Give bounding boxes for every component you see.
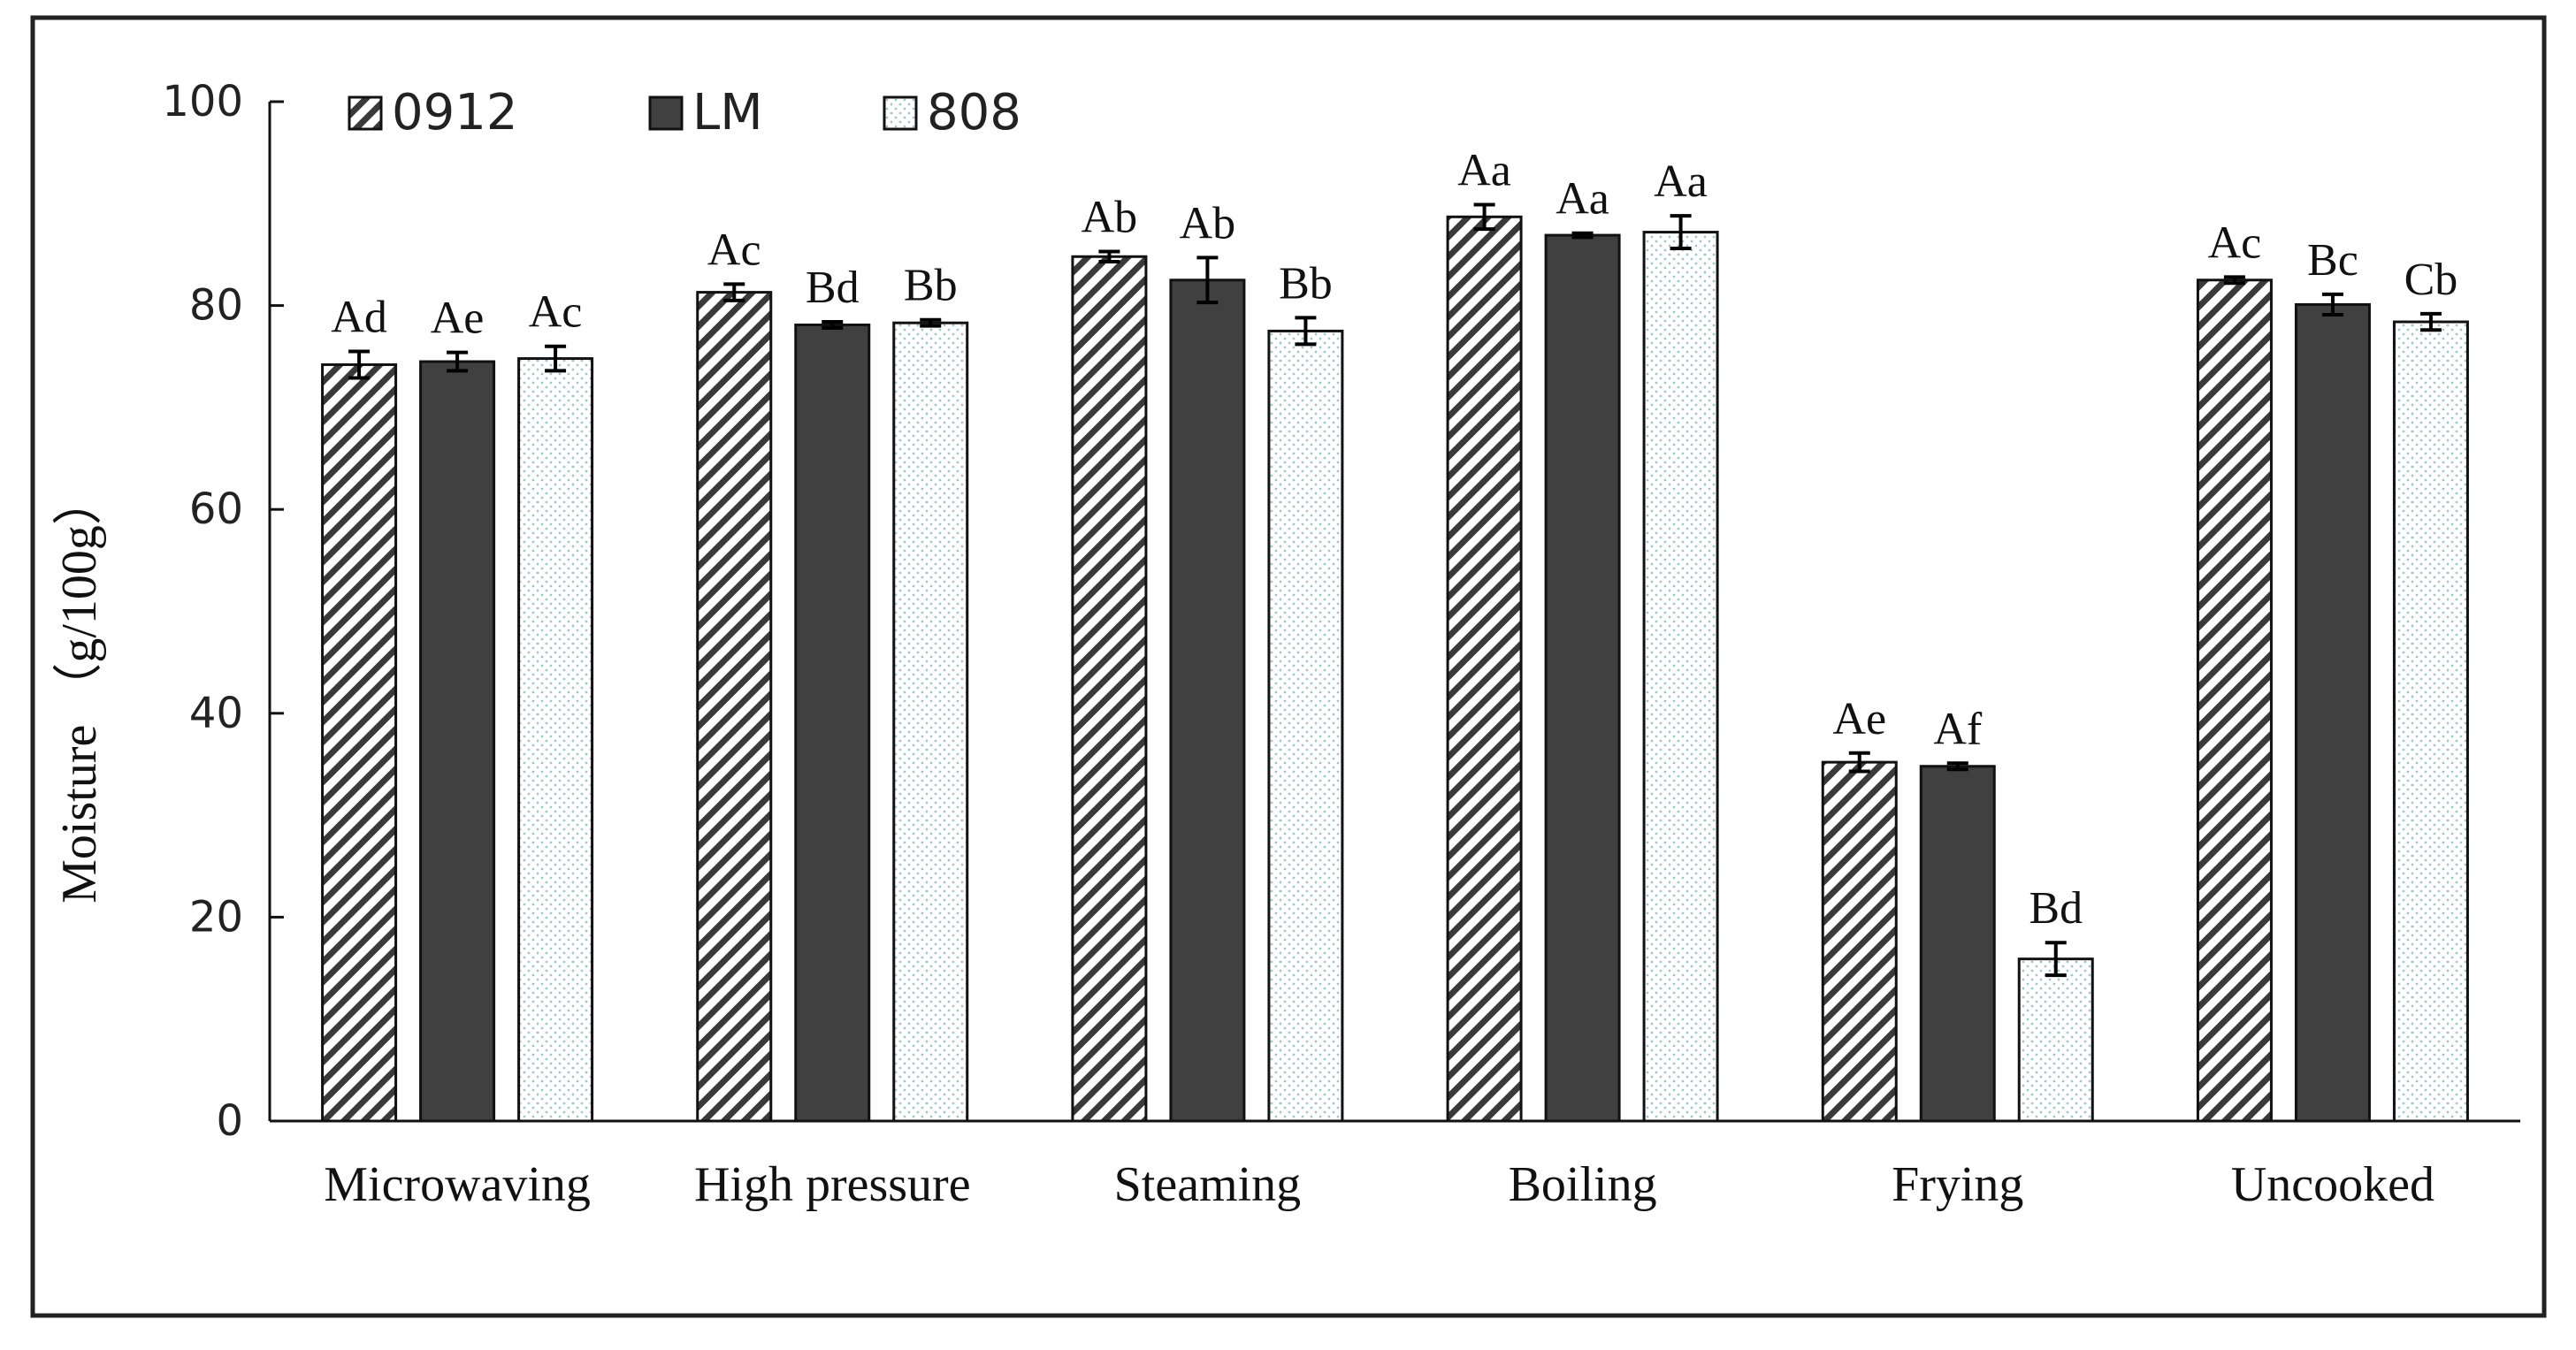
- x-category-label: Uncooked: [2231, 1157, 2435, 1212]
- bar-808-5: [2392, 320, 2469, 1123]
- y-tick-label-60: 60: [189, 484, 243, 534]
- significance-label: Ae: [1832, 694, 1886, 744]
- y-tick-label-40: 40: [189, 689, 243, 738]
- axes: 0 20 40 60 80 100 Microwaving High pressure Stea…: [162, 77, 2520, 1212]
- bar-LM-1: [794, 324, 871, 1123]
- bar-808-3: [1642, 231, 1719, 1123]
- significance-label: Ac: [529, 287, 583, 338]
- significance-label: Ad: [331, 292, 387, 342]
- legend-swatch-LM: [648, 95, 684, 131]
- legend-label-LM: LM: [692, 84, 763, 141]
- significance-label: Af: [1933, 704, 1983, 754]
- significance-label: Aa: [1556, 174, 1609, 225]
- bar-0912-2: [1071, 255, 1148, 1123]
- significance-label: Bd: [2029, 883, 2083, 934]
- bar-LM-0: [419, 360, 496, 1123]
- bar-LM-3: [1544, 233, 1621, 1123]
- significance-label: Bb: [1279, 258, 1333, 309]
- x-category-label: Steaming: [1114, 1157, 1302, 1212]
- legend-swatch-808: [883, 95, 918, 131]
- bar-808-4: [2017, 957, 2094, 1123]
- legend: 0912 LM 808: [348, 84, 1021, 141]
- bar-0912-5: [2196, 278, 2273, 1123]
- bar-808-0: [517, 357, 594, 1123]
- legend-swatch-0912: [348, 95, 383, 131]
- y-tick-label-20: 20: [189, 892, 243, 942]
- bar-LM-2: [1169, 278, 1246, 1123]
- significance-label: Ae: [431, 294, 485, 344]
- x-category-label: Microwaving: [324, 1157, 591, 1212]
- x-category-label: High pressure: [694, 1157, 971, 1212]
- significance-label: Cb: [2404, 255, 2458, 305]
- bar-LM-5: [2294, 302, 2371, 1123]
- bar-0912-0: [321, 362, 398, 1123]
- bars: Ad Ae Ac Ac Bd Bb Ab Ab Bb Aa Aa Aa Ae Af Bd Ac Bc Cb: [321, 145, 2469, 1123]
- bar-0912-4: [1821, 760, 1898, 1123]
- significance-label: Bd: [806, 263, 860, 313]
- y-tick-label-80: 80: [189, 281, 243, 331]
- legend-label-808: 808: [927, 84, 1021, 141]
- bar-0912-3: [1446, 215, 1523, 1123]
- x-category-label: Frying: [1892, 1157, 2023, 1212]
- significance-label: Ac: [2208, 217, 2262, 268]
- significance-label: Aa: [1457, 145, 1511, 195]
- significance-label: Ab: [1082, 192, 1138, 242]
- significance-label: Ac: [707, 225, 761, 275]
- significance-label: Bb: [904, 261, 958, 311]
- bar-808-2: [1267, 329, 1344, 1123]
- legend-label-0912: 0912: [392, 84, 518, 141]
- significance-label: Aa: [1654, 156, 1708, 207]
- y-axis-title: Moisture （g/100g）: [52, 476, 107, 904]
- bar-LM-4: [1919, 765, 1996, 1123]
- bar-0912-1: [696, 291, 773, 1123]
- y-tick-label-100: 100: [162, 77, 243, 126]
- y-tick-label-0: 0: [216, 1096, 243, 1146]
- bar-808-1: [892, 321, 969, 1123]
- significance-label: Ab: [1180, 198, 1236, 248]
- significance-label: Bc: [2307, 235, 2358, 286]
- x-category-label: Boiling: [1509, 1157, 1657, 1212]
